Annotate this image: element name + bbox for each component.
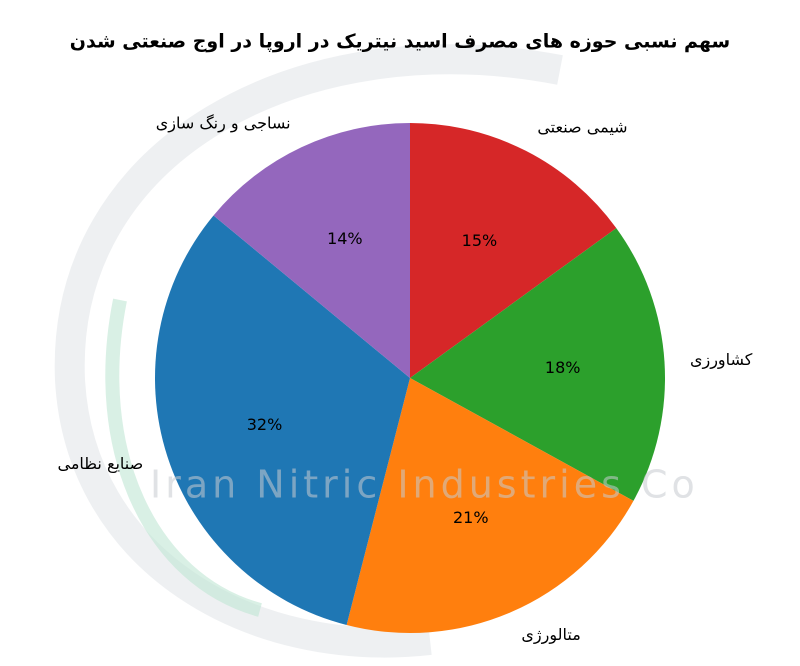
watermark-swoosh bbox=[54, 44, 563, 658]
value-label: 14% bbox=[327, 229, 363, 248]
pie-slice bbox=[213, 123, 410, 378]
watermark-swoosh bbox=[105, 298, 262, 617]
category-label: شیمی صنعتی bbox=[537, 118, 627, 137]
value-label: 21% bbox=[453, 508, 489, 527]
value-label: 15% bbox=[462, 231, 498, 250]
value-label: 32% bbox=[247, 415, 283, 434]
pie-slice bbox=[154, 215, 410, 625]
value-label: 18% bbox=[545, 358, 581, 377]
chart-title: سهم نسبی حوزه های مصرف اسید نیتریک در ار… bbox=[70, 31, 730, 53]
watermark: Iran Nitric Industries Co bbox=[150, 463, 699, 507]
category-label: نساجی و رنگ سازی bbox=[156, 114, 291, 134]
category-label: صنایع نظامی bbox=[58, 454, 144, 474]
pie-slice bbox=[410, 123, 617, 378]
category-label: متالورژی bbox=[521, 625, 580, 645]
category-label: کشاورزی bbox=[690, 350, 753, 370]
pie-slice bbox=[346, 378, 634, 633]
pie bbox=[154, 123, 666, 633]
pie-slice bbox=[410, 228, 666, 501]
